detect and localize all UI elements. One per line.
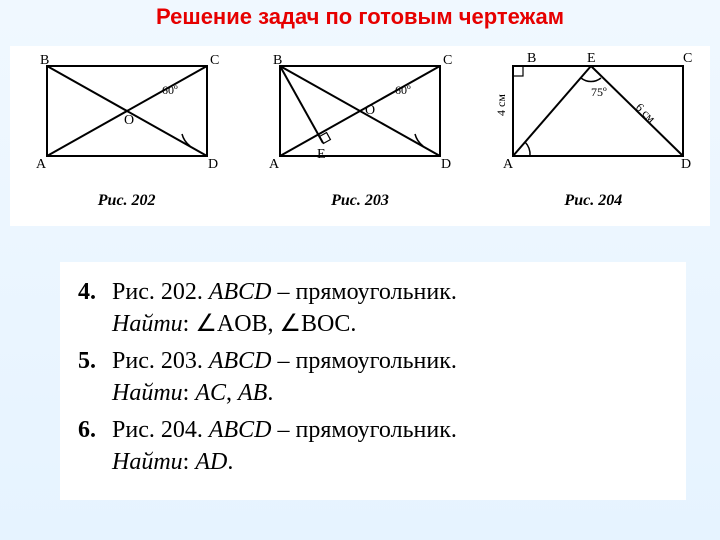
task-ref: Рис. 204. xyxy=(112,417,203,443)
figure-204: 75º E 4 см 6 см B C A D Рис. 204 xyxy=(483,46,703,210)
angle-60-label: 60º xyxy=(162,83,178,97)
task-ref: Рис. 203. xyxy=(112,348,203,374)
task-find-value: AC, AB. xyxy=(195,380,273,406)
vertex-C: C xyxy=(210,53,219,68)
figure-203-svg: 60º O E B C A D xyxy=(255,46,465,186)
vertex-A-204: A xyxy=(503,157,514,172)
foot-label-E: E xyxy=(317,147,326,162)
task-find-label: Найти xyxy=(112,449,183,475)
task-find-label: Найти xyxy=(112,311,183,337)
vertex-A: A xyxy=(36,157,47,172)
angle-60-label-203: 60º xyxy=(395,83,411,97)
task-ref: Рис. 202. xyxy=(112,279,203,305)
caption-203: Рис. 203 xyxy=(331,192,389,210)
task-number: 4. xyxy=(78,276,112,341)
task-find-label: Найти xyxy=(112,380,183,406)
vertex-C-204: C xyxy=(683,51,692,66)
center-label-O: O xyxy=(124,113,134,128)
top-label-E: E xyxy=(587,51,596,66)
vertex-D-204: D xyxy=(681,157,691,172)
task-number: 6. xyxy=(78,414,112,479)
task-number: 5. xyxy=(78,345,112,410)
figure-202: 60º O B C A D Рис. 202 xyxy=(17,46,237,210)
center-label-O-203: O xyxy=(365,103,375,118)
task-body: Рис. 202. ABCD – прямоугольник. Найти: ∠… xyxy=(112,276,668,341)
page-title: Решение задач по готовым чертежам xyxy=(0,4,720,30)
task-item: 5. Рис. 203. ABCD – прямоугольник. Найти… xyxy=(78,345,668,410)
caption-204: Рис. 204 xyxy=(564,192,622,210)
task-given-tail: – прямоугольник. xyxy=(278,348,457,374)
task-body: Рис. 203. ABCD – прямоугольник. Найти: A… xyxy=(112,345,668,410)
vertex-C-203: C xyxy=(443,53,452,68)
figure-204-svg: 75º E 4 см 6 см B C A D xyxy=(483,46,703,186)
task-given-tail: – прямоугольник. xyxy=(278,279,457,305)
angle-75-label: 75º xyxy=(591,85,607,99)
vertex-B-203: B xyxy=(273,53,282,68)
task-find-value: ∠AOB, ∠BOC. xyxy=(195,311,356,337)
figure-202-svg: 60º O B C A D xyxy=(22,46,232,186)
task-find-value: AD. xyxy=(195,449,233,475)
figures-panel: 60º O B C A D Рис. 202 60º xyxy=(10,46,710,226)
task-given-tail: – прямоугольник. xyxy=(278,417,457,443)
task-body: Рис. 204. ABCD – прямоугольник. Найти: A… xyxy=(112,414,668,479)
side-4cm-label: 4 см xyxy=(494,94,508,116)
task-item: 6. Рис. 204. ABCD – прямоугольник. Найти… xyxy=(78,414,668,479)
vertex-D-203: D xyxy=(441,157,451,172)
vertex-B-204: B xyxy=(527,51,536,66)
vertex-B: B xyxy=(40,53,49,68)
vertex-D: D xyxy=(208,157,218,172)
vertex-A-203: A xyxy=(269,157,280,172)
tasks-panel: 4. Рис. 202. ABCD – прямоугольник. Найти… xyxy=(60,262,686,500)
caption-202: Рис. 202 xyxy=(98,192,156,210)
task-item: 4. Рис. 202. ABCD – прямоугольник. Найти… xyxy=(78,276,668,341)
figure-203: 60º O E B C A D Рис. 203 xyxy=(250,46,470,210)
